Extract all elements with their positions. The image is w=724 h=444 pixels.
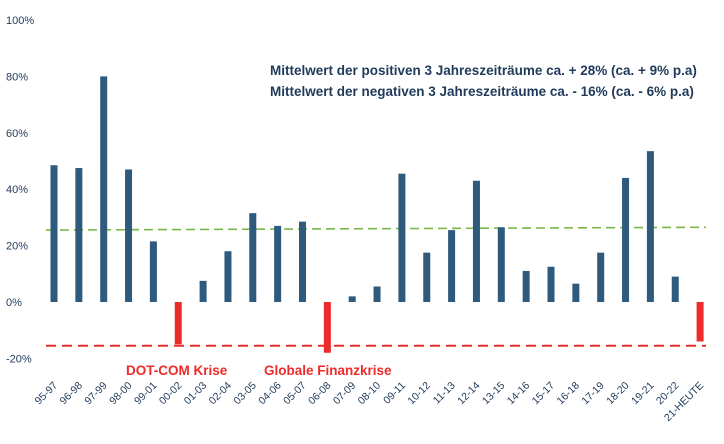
x-tick-label: 01-03 <box>182 380 210 408</box>
bar-97-99 <box>100 76 108 303</box>
x-tick-label: 02-04 <box>207 380 235 408</box>
bar-04-06 <box>274 225 282 302</box>
x-tick-label: 04-06 <box>256 380 284 408</box>
y-tick-label: 0% <box>6 297 22 309</box>
x-tick-label: 03-05 <box>231 380 259 408</box>
bar-14-16 <box>522 270 530 302</box>
x-tick-label: 08-10 <box>356 380 384 408</box>
bar-11-13 <box>448 230 456 302</box>
bar-03-05 <box>249 213 257 302</box>
bar-15-17 <box>547 266 555 302</box>
bar-08-10 <box>373 286 381 302</box>
bar-21-HEUTE <box>696 302 704 342</box>
bar-16-18 <box>572 283 580 302</box>
x-tick-label: 98-00 <box>107 380 135 408</box>
bar-07-09 <box>348 296 356 302</box>
y-axis-ticks: -20% 0% 20% 40% 60% 80% 100% <box>6 15 34 365</box>
bar-99-01 <box>149 241 157 302</box>
x-tick-label: 00-02 <box>157 380 185 408</box>
y-tick-label: 80% <box>6 71 28 83</box>
reference-lines <box>45 226 707 347</box>
x-tick-label: 97-99 <box>82 380 110 408</box>
y-tick-label: 40% <box>6 184 28 196</box>
mean-positive-line <box>45 226 707 231</box>
crisis-label-dotcom: DOT-COM Krise <box>126 363 228 378</box>
x-tick-label: 14-16 <box>505 380 533 408</box>
bar-95-97 <box>50 165 58 302</box>
x-tick-label: 96-98 <box>57 380 85 408</box>
bar-00-02 <box>174 302 182 345</box>
x-tick-label: 15-17 <box>530 380 558 408</box>
y-tick-label: 60% <box>6 128 28 140</box>
bars <box>50 76 704 353</box>
bar-17-19 <box>597 252 605 302</box>
x-tick-label: 11-13 <box>431 380 458 407</box>
x-tick-label: 99-01 <box>132 380 160 408</box>
x-tick-label: 10-12 <box>405 380 433 408</box>
bar-13-15 <box>497 227 505 302</box>
x-tick-label: 19-21 <box>629 380 657 408</box>
bar-19-21 <box>646 151 654 302</box>
x-tick-label: 95-97 <box>33 380 61 408</box>
bar-02-04 <box>224 251 232 302</box>
bar-05-07 <box>299 221 306 302</box>
x-tick-label: 18-20 <box>604 380 632 408</box>
x-axis-ticks: 95-9796-9897-9998-0099-0100-0201-0302-04… <box>33 380 707 424</box>
bar-10-12 <box>423 252 431 302</box>
x-tick-label: 07-09 <box>331 380 359 408</box>
annotation-negative-mean: Mittelwert der negativen 3 Jahreszeiträu… <box>270 84 694 99</box>
y-tick-label: 100% <box>6 15 34 27</box>
bar-12-14 <box>472 180 480 302</box>
crisis-label-financial: Globale Finanzkrise <box>264 363 392 378</box>
annotation-positive-mean: Mittelwert der positiven 3 Jahreszeiträu… <box>270 63 697 78</box>
x-tick-label: 17-19 <box>579 380 607 408</box>
y-tick-label: 20% <box>6 241 28 253</box>
bar-96-98 <box>75 168 83 302</box>
bar-01-03 <box>199 280 207 302</box>
x-tick-label: 06-08 <box>306 380 334 408</box>
bar-98-00 <box>125 169 133 302</box>
bar-06-08 <box>323 302 331 353</box>
bar-09-11 <box>398 173 406 302</box>
bar-18-20 <box>622 177 630 302</box>
x-tick-label: 12-14 <box>455 380 483 408</box>
x-tick-label: 09-11 <box>381 380 408 407</box>
x-tick-label: 16-18 <box>554 380 582 408</box>
x-tick-label: 05-07 <box>281 380 309 408</box>
y-tick-label: -20% <box>6 353 32 365</box>
bar-20-22 <box>671 276 679 302</box>
x-tick-label: 13-15 <box>480 380 508 408</box>
